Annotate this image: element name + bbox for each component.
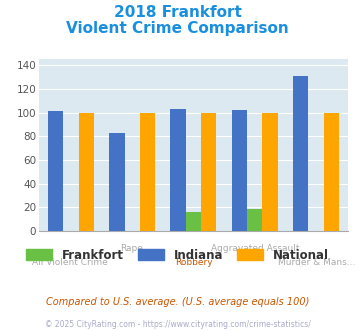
- Text: Compared to U.S. average. (U.S. average equals 100): Compared to U.S. average. (U.S. average …: [46, 297, 309, 307]
- Text: Murder & Mans...: Murder & Mans...: [278, 258, 355, 267]
- Bar: [140, 113, 155, 231]
- Bar: [186, 212, 201, 231]
- Text: 2018 Frankfort: 2018 Frankfort: [114, 5, 241, 20]
- Legend: Frankfort, Indiana, National: Frankfort, Indiana, National: [22, 244, 333, 266]
- Text: © 2025 CityRating.com - https://www.cityrating.com/crime-statistics/: © 2025 CityRating.com - https://www.city…: [45, 320, 310, 329]
- Text: All Violent Crime: All Violent Crime: [32, 258, 108, 267]
- Bar: [247, 209, 262, 231]
- Bar: [262, 113, 278, 231]
- Text: Robbery: Robbery: [175, 258, 212, 267]
- Bar: [78, 113, 94, 231]
- Bar: [324, 113, 339, 231]
- Text: Rape: Rape: [120, 244, 143, 253]
- Bar: [201, 113, 217, 231]
- Bar: [109, 133, 125, 231]
- Bar: [232, 110, 247, 231]
- Bar: [170, 109, 186, 231]
- Text: Violent Crime Comparison: Violent Crime Comparison: [66, 21, 289, 36]
- Bar: [293, 76, 308, 231]
- Bar: [48, 112, 63, 231]
- Text: Aggravated Assault: Aggravated Assault: [211, 244, 300, 253]
